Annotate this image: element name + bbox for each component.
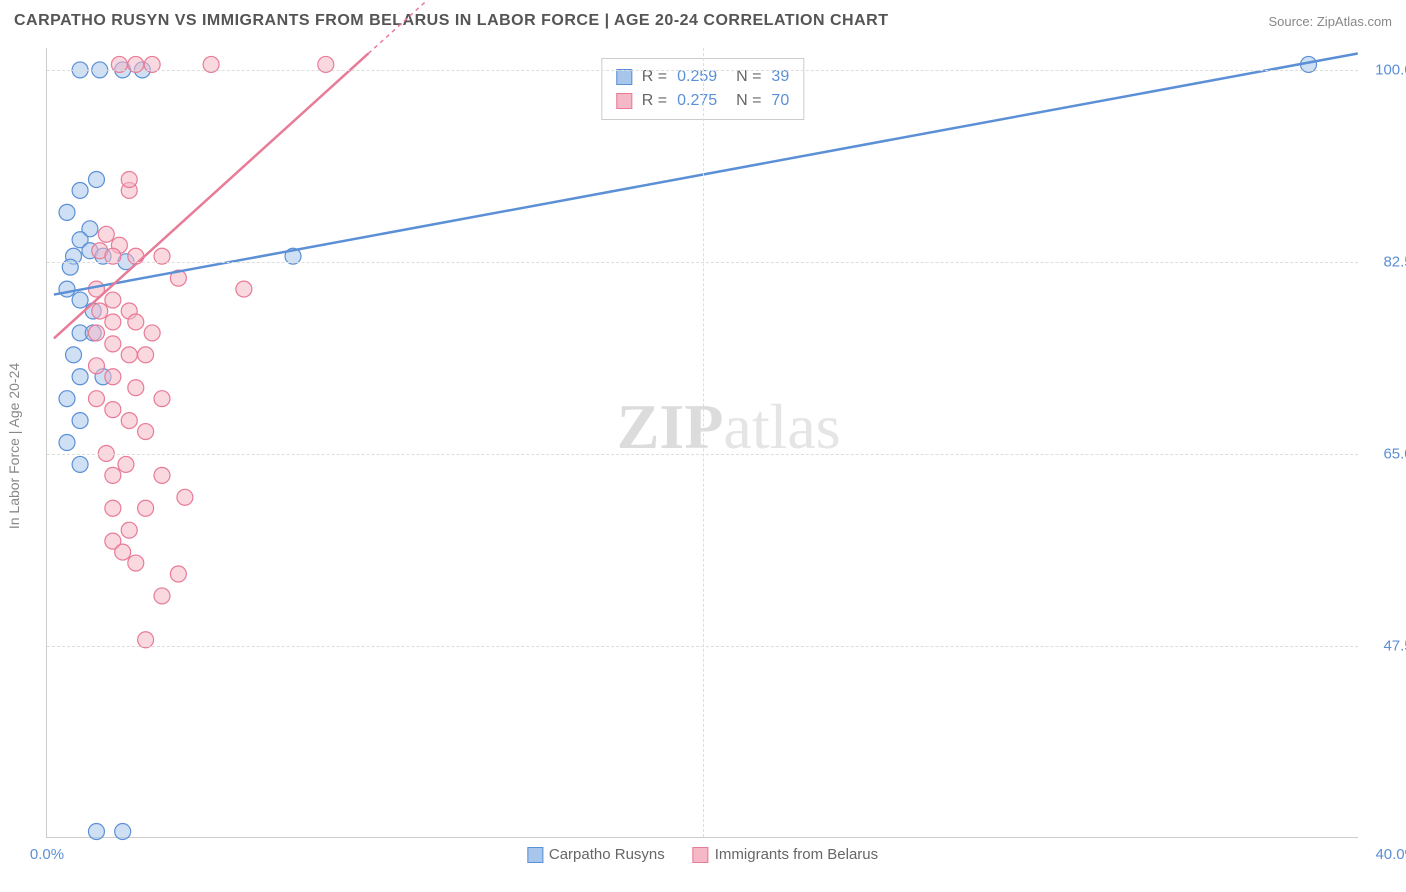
x-tick-label: 0.0% <box>30 846 64 863</box>
data-point <box>59 204 75 220</box>
data-point <box>59 391 75 407</box>
data-point <box>105 292 121 308</box>
data-point <box>115 824 131 840</box>
swatch-icon <box>616 69 632 85</box>
swatch-icon <box>693 847 709 863</box>
data-point <box>138 500 154 516</box>
legend-bottom: Carpatho Rusyns Immigrants from Belarus <box>527 846 878 863</box>
data-point <box>105 500 121 516</box>
swatch-icon <box>616 93 632 109</box>
data-point <box>59 281 75 297</box>
y-tick-label: 100.0% <box>1366 61 1406 78</box>
data-point <box>121 413 137 429</box>
data-point <box>138 347 154 363</box>
data-point <box>121 347 137 363</box>
data-point <box>72 413 88 429</box>
data-point <box>177 489 193 505</box>
data-point <box>72 456 88 472</box>
data-point <box>72 292 88 308</box>
data-point <box>66 347 82 363</box>
chart-title: CARPATHO RUSYN VS IMMIGRANTS FROM BELARU… <box>14 12 888 30</box>
data-point <box>105 467 121 483</box>
data-point <box>88 358 104 374</box>
data-point <box>98 226 114 242</box>
y-axis-label: In Labor Force | Age 20-24 <box>6 363 22 529</box>
data-point <box>115 544 131 560</box>
data-point <box>128 555 144 571</box>
data-point <box>154 467 170 483</box>
source-label: Source: ZipAtlas.com <box>1268 14 1392 29</box>
data-point <box>170 566 186 582</box>
data-point <box>105 336 121 352</box>
data-point <box>118 456 134 472</box>
x-tick-label: 40.0% <box>1358 846 1406 863</box>
gridline-v <box>703 48 704 837</box>
y-tick-label: 65.0% <box>1366 445 1406 462</box>
legend-item: Carpatho Rusyns <box>527 846 665 863</box>
data-point <box>72 369 88 385</box>
data-point <box>88 391 104 407</box>
title-bar: CARPATHO RUSYN VS IMMIGRANTS FROM BELARU… <box>14 12 1392 30</box>
data-point <box>128 314 144 330</box>
data-point <box>105 314 121 330</box>
data-point <box>154 391 170 407</box>
data-point <box>105 369 121 385</box>
data-point <box>88 824 104 840</box>
swatch-icon <box>527 847 543 863</box>
data-point <box>88 325 104 341</box>
data-point <box>144 325 160 341</box>
data-point <box>59 435 75 451</box>
data-point <box>121 172 137 188</box>
data-point <box>88 172 104 188</box>
data-point <box>121 522 137 538</box>
y-tick-label: 47.5% <box>1366 637 1406 654</box>
trend-line <box>54 53 368 338</box>
data-point <box>154 588 170 604</box>
y-tick-label: 82.5% <box>1366 253 1406 270</box>
data-point <box>92 303 108 319</box>
data-point <box>236 281 252 297</box>
data-point <box>128 380 144 396</box>
legend-item: Immigrants from Belarus <box>693 846 878 863</box>
data-point <box>105 402 121 418</box>
plot-area: ZIPatlas R = 0.259 N = 39 R = 0.275 N = … <box>46 48 1358 838</box>
data-point <box>138 424 154 440</box>
data-point <box>72 182 88 198</box>
